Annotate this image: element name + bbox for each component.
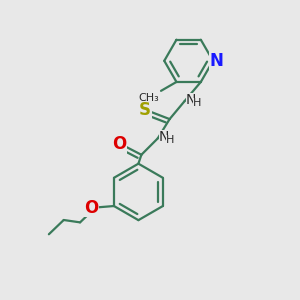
Text: N: N [159,130,169,144]
Text: H: H [193,98,201,108]
Text: N: N [210,52,224,70]
Text: N: N [186,93,196,107]
Text: S: S [139,101,151,119]
Text: CH₃: CH₃ [138,93,159,103]
Text: O: O [84,199,98,217]
Text: H: H [166,135,174,145]
Text: O: O [112,135,126,153]
